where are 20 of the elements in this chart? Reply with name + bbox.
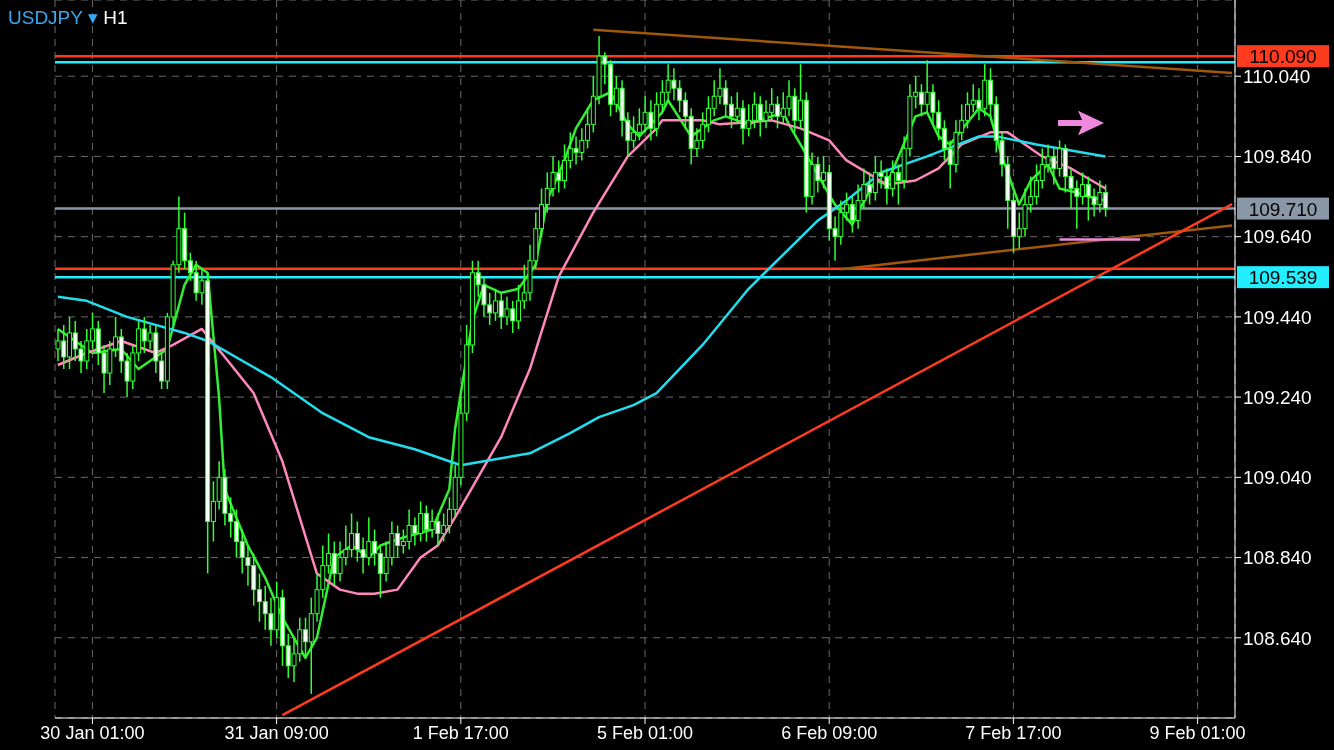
y-tick-label: 109.440	[1243, 306, 1312, 328]
line-series	[56, 135, 1107, 467]
ref-line-label: 109.539	[1248, 267, 1318, 289]
ref-line-label: 110.090	[1249, 46, 1317, 68]
y-tick-label: 109.840	[1243, 146, 1312, 168]
ref-line-label: 109.710	[1248, 198, 1318, 220]
y-tick-label: 109.640	[1243, 226, 1312, 248]
x-tick-label: 9 Feb 01:00	[1149, 722, 1246, 743]
chart-title: USDJPY ▾ H1	[8, 7, 128, 28]
x-tick-label: 1 Feb 17:00	[412, 722, 509, 743]
x-tick-label: 30 Jan 01:00	[40, 722, 145, 743]
y-tick-label: 108.840	[1243, 547, 1312, 569]
x-tick-label: 7 Feb 17:00	[965, 722, 1062, 743]
y-tick-label: 110.040	[1243, 65, 1311, 87]
y-tick-label: 108.640	[1243, 627, 1312, 649]
y-tick-label: 109.040	[1243, 467, 1312, 489]
x-tick-label: 31 Jan 09:00	[224, 722, 329, 743]
x-tick-label: 6 Feb 09:00	[781, 722, 878, 743]
y-tick-label: 109.240	[1243, 386, 1312, 408]
x-tick-label: 5 Feb 01:00	[596, 722, 694, 743]
